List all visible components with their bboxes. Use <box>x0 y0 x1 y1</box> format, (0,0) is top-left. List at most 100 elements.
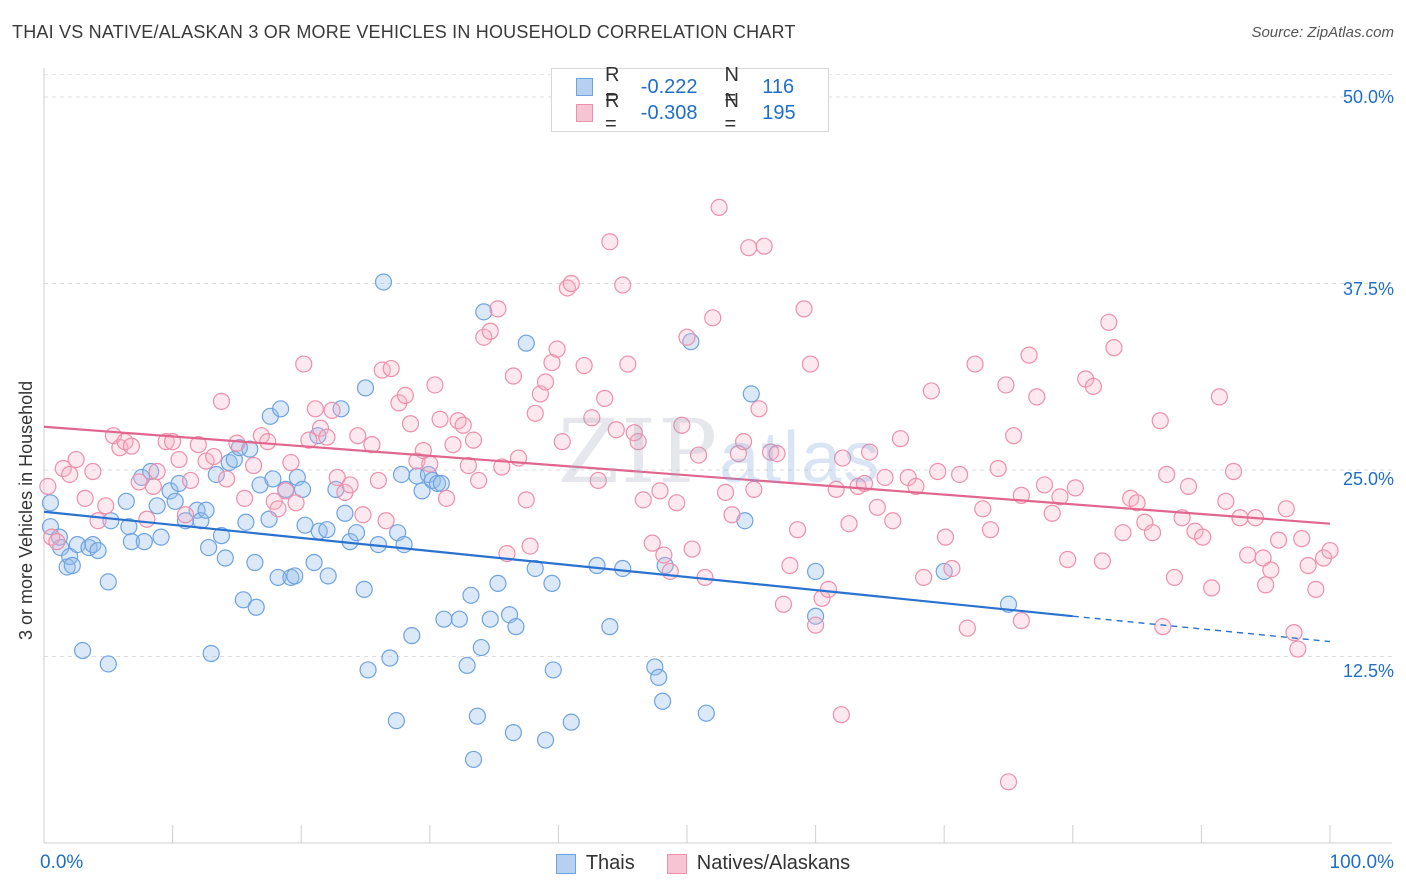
natives-point <box>369 471 387 490</box>
natives-point <box>1059 550 1077 569</box>
natives-point <box>300 431 318 449</box>
natives-point <box>774 595 793 613</box>
natives-point <box>678 328 696 346</box>
natives-point <box>625 424 643 442</box>
natives-point <box>306 400 324 418</box>
natives-point <box>974 500 992 518</box>
correlation-legend: R = -0.222 N = 116 R = -0.308 N = 195 <box>551 64 829 135</box>
natives-point <box>138 510 156 528</box>
natives-point <box>734 433 753 451</box>
thais-point <box>526 559 544 578</box>
thais-point <box>536 731 555 749</box>
thais-point <box>356 379 375 397</box>
natives-point <box>788 521 807 539</box>
natives-point <box>1128 494 1146 512</box>
natives-point <box>1035 476 1054 494</box>
thais-point <box>472 638 490 657</box>
natives-point <box>48 533 66 551</box>
thais-point <box>286 567 304 585</box>
thais-point <box>464 750 483 769</box>
natives-point <box>489 300 507 318</box>
natives-point <box>130 473 148 491</box>
natives-point <box>318 428 336 446</box>
thais-point <box>202 644 220 663</box>
natives-point <box>548 340 566 358</box>
thais-point <box>413 482 431 500</box>
y-tick-label: 25.0% <box>1342 469 1394 489</box>
thais-point <box>392 465 411 484</box>
thais-point <box>381 649 399 667</box>
natives-point <box>39 477 57 496</box>
natives-point <box>189 436 207 454</box>
natives-point <box>1321 541 1339 560</box>
natives-point <box>575 356 593 375</box>
thais-point <box>41 494 60 512</box>
natives-point <box>1289 640 1307 658</box>
natives-point <box>54 459 72 478</box>
natives-point <box>958 619 976 637</box>
natives-point <box>277 482 295 500</box>
natives-point <box>629 433 647 451</box>
natives-point <box>1239 546 1257 564</box>
thais-point <box>489 574 507 592</box>
thais-point <box>742 385 760 403</box>
legend-r-label: R = <box>605 64 620 109</box>
natives-point <box>1066 479 1084 497</box>
natives-point <box>341 476 359 494</box>
natives-point <box>228 434 246 452</box>
natives-point <box>840 515 858 533</box>
thais-point <box>468 707 486 725</box>
natives-point <box>801 355 820 373</box>
legend-row-natives: R = -0.308 N = 195 <box>576 90 828 135</box>
natives-point <box>655 546 673 564</box>
thais-point <box>646 658 664 676</box>
natives-point <box>236 489 254 507</box>
natives-point <box>723 506 741 524</box>
natives-point <box>1285 624 1303 642</box>
thais-point <box>432 474 450 493</box>
thais-point <box>319 567 337 585</box>
natives-point <box>1165 568 1183 587</box>
thais-point <box>220 453 238 472</box>
natives-point <box>761 443 780 461</box>
natives-point <box>1028 388 1046 406</box>
thais-point <box>395 535 413 554</box>
legend-r-label: R = <box>605 90 620 135</box>
natives-point <box>1093 552 1111 570</box>
natives-point <box>431 410 449 428</box>
natives-point <box>1262 561 1280 579</box>
thais-point <box>166 492 184 510</box>
natives-point <box>755 237 773 255</box>
natives-point <box>781 556 799 575</box>
thais-point <box>216 549 234 567</box>
thais-point <box>614 559 632 578</box>
thais-point <box>212 527 231 545</box>
natives-point <box>907 477 925 496</box>
natives-point <box>1217 492 1235 510</box>
natives-point <box>144 477 162 496</box>
natives-point <box>989 459 1007 478</box>
thais-point <box>697 704 715 722</box>
x-tick-label-min: 0.0% <box>40 852 84 873</box>
natives-point <box>212 392 231 410</box>
legend-swatch-thais <box>555 853 576 874</box>
natives-point <box>661 562 679 581</box>
natives-point <box>464 431 483 449</box>
natives-point <box>634 491 652 509</box>
legend-label-natives: Natives/Alaskans <box>696 852 851 874</box>
natives-point <box>601 233 619 251</box>
natives-point <box>401 415 420 433</box>
thais-point <box>601 618 619 636</box>
thais-point <box>336 504 354 522</box>
natives-point <box>876 468 894 487</box>
natives-point <box>218 470 236 488</box>
natives-point <box>97 497 115 515</box>
thais-point <box>462 586 480 604</box>
natives-point <box>1224 462 1243 481</box>
natives-point <box>1277 500 1295 518</box>
natives-point <box>526 404 544 422</box>
natives-point <box>745 480 763 498</box>
natives-point <box>521 537 539 555</box>
natives-point <box>1051 488 1069 506</box>
natives-point <box>1307 580 1325 598</box>
